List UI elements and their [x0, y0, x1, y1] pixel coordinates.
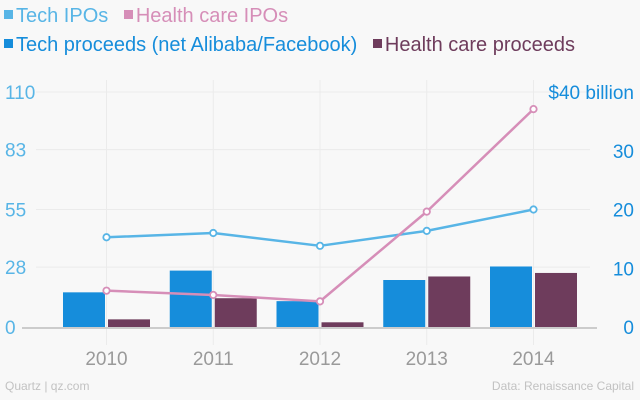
legend-item-health-care-proceeds: Health care proceeds	[372, 31, 575, 60]
point-health-care-ipos	[102, 286, 111, 295]
legend-label: Health care proceeds	[384, 34, 575, 56]
left-axis-tick-label: 83	[5, 141, 26, 162]
left-axis-tick-label: 28	[5, 258, 26, 279]
right-axis-tick-label: 0	[623, 318, 634, 339]
point-tech-ipos	[209, 228, 218, 238]
bar-health-care-proceeds	[108, 319, 150, 327]
x-axis-tick-label: 2010	[85, 349, 127, 370]
legend-swatch	[372, 39, 382, 48]
point-health-care-ipos	[529, 104, 538, 114]
legend-item-tech-proceeds: Tech proceeds (net Alibaba/Facebook)	[4, 31, 357, 60]
point-health-care-ipos	[209, 290, 218, 300]
left-axis-tick-label: 0	[5, 318, 16, 339]
legend-item-health-care-ipos: Health care IPOs	[123, 2, 289, 31]
bar-health-care-proceeds	[428, 276, 471, 327]
left-axis-tick-label: 110	[5, 83, 35, 104]
x-axis-tick-label: 2013	[406, 349, 448, 370]
bar-tech-proceeds-net-alibaba-facebook	[276, 301, 319, 327]
bar-health-care-proceeds	[321, 322, 364, 327]
legend-row-2: Tech proceeds (net Alibaba/Facebook) Hea…	[4, 31, 585, 60]
footer-source-right: Data: Renaissance Capital	[491, 379, 634, 393]
point-health-care-ipos	[422, 207, 431, 216]
bar-tech-proceeds-net-alibaba-facebook	[63, 292, 105, 327]
legend-swatch	[123, 10, 133, 19]
right-axis-tick-label: $40 billion	[548, 83, 634, 104]
point-tech-ipos	[102, 233, 111, 242]
left-axis-tick-label: 55	[5, 201, 26, 222]
legend-swatch	[4, 39, 13, 48]
point-tech-ipos	[422, 226, 431, 235]
point-tech-ipos	[529, 205, 538, 214]
x-axis-tick-label: 2012	[299, 349, 341, 370]
bar-tech-proceeds-net-alibaba-facebook	[490, 266, 532, 327]
legend-label: Tech IPOs	[16, 5, 109, 27]
bar-health-care-proceeds	[535, 272, 577, 327]
bar-tech-proceeds-net-alibaba-facebook	[383, 280, 426, 327]
footer-source-left: Quartz | qz.com	[5, 379, 90, 393]
legend-row-1: Tech IPOs Health care IPOs	[4, 2, 585, 31]
x-axis-tick-label: 2011	[193, 349, 234, 370]
legend: Tech IPOs Health care IPOs Tech proceeds…	[4, 2, 585, 60]
legend-label: Health care IPOs	[135, 5, 289, 27]
legend-item-tech-ipos: Tech IPOs	[4, 2, 108, 31]
bar-tech-proceeds-net-alibaba-facebook	[169, 270, 212, 327]
right-axis-tick-label: 30	[613, 142, 634, 163]
bar-health-care-proceeds	[214, 298, 257, 327]
right-axis-tick-label: 10	[613, 259, 634, 280]
point-tech-ipos	[315, 241, 325, 250]
legend-label: Tech proceeds (net Alibaba/Facebook)	[16, 34, 358, 56]
right-axis-tick-label: 20	[613, 201, 634, 222]
point-health-care-ipos	[315, 297, 325, 306]
legend-swatch	[4, 10, 13, 19]
x-axis-tick-label: 2014	[512, 349, 555, 370]
